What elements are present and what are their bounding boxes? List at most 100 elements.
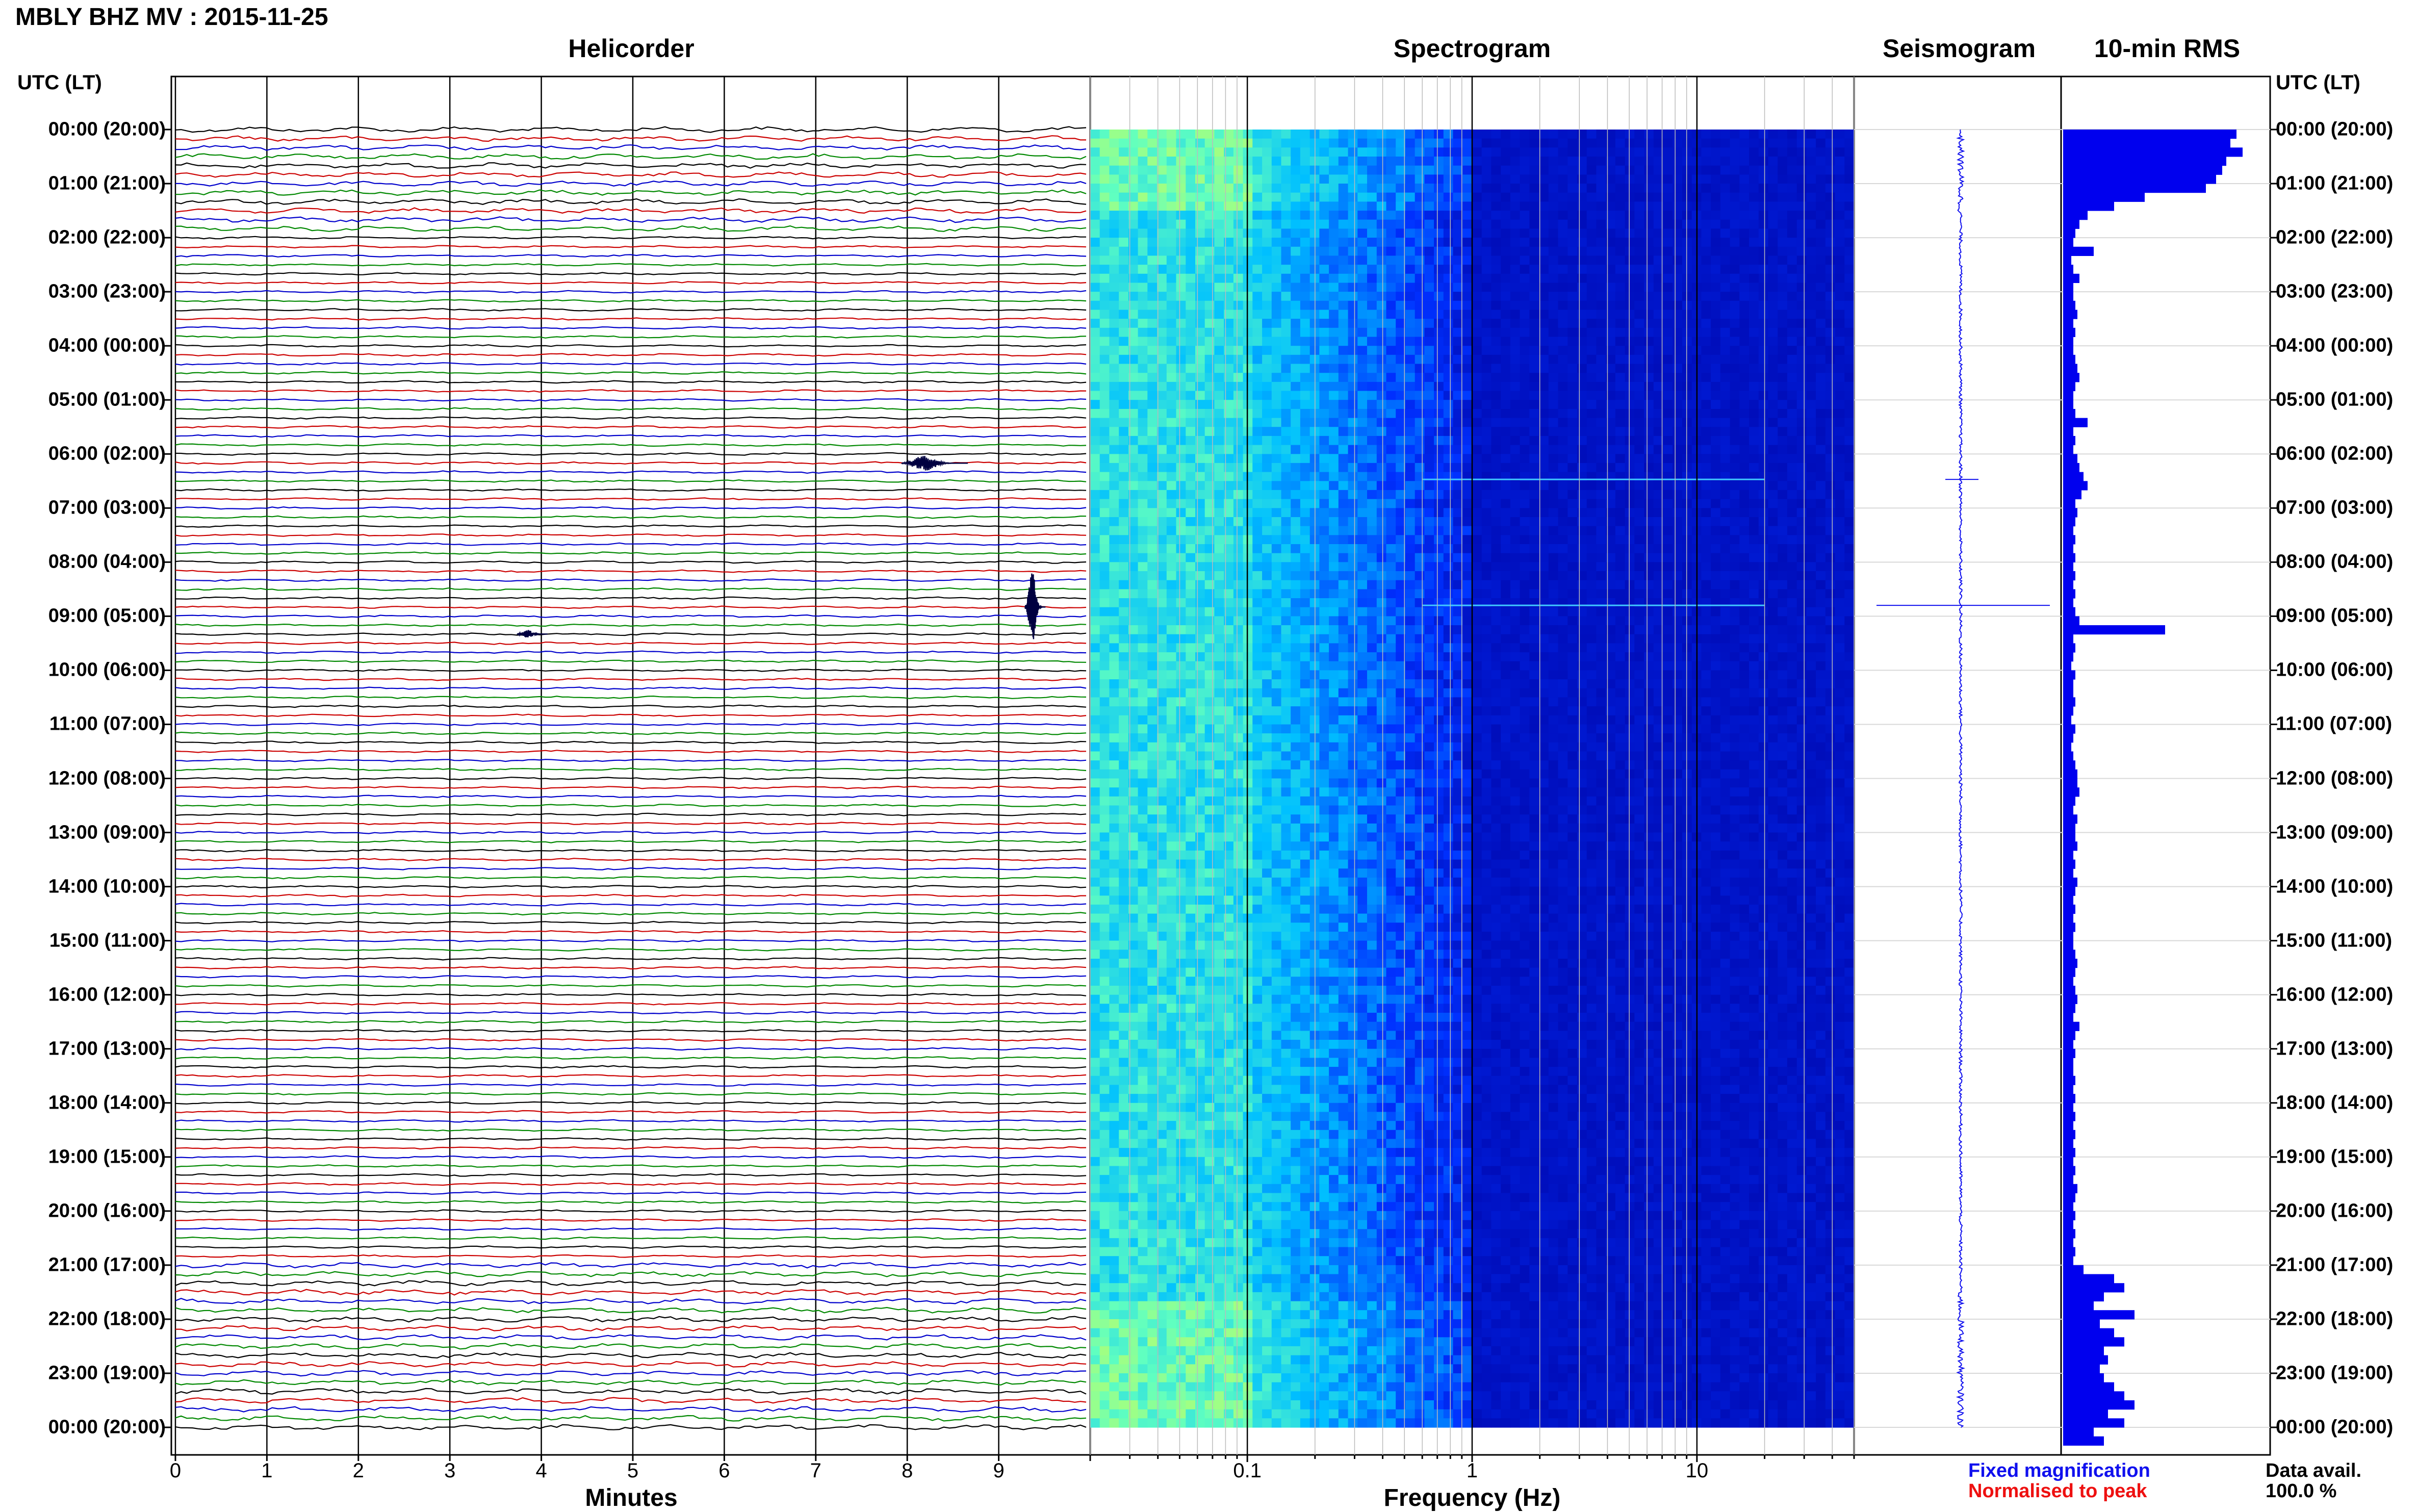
helicorder-trace — [175, 1102, 1086, 1104]
rms-bar — [2063, 634, 2073, 644]
helicorder-trace — [175, 1039, 1086, 1041]
helicorder-trace — [175, 1074, 1086, 1077]
helicorder-trace — [175, 291, 1086, 293]
helicorder-trace — [175, 1335, 1086, 1340]
rms-bar — [2063, 1283, 2124, 1292]
rms-bar — [2063, 355, 2075, 364]
helicorder-trace — [175, 309, 1086, 311]
helicorder-trace — [175, 136, 1086, 141]
helicorder-trace — [175, 254, 1086, 257]
helicorder-trace — [175, 732, 1086, 735]
rms-bar — [2063, 201, 2114, 211]
rms-bar — [2063, 517, 2075, 526]
helicorder-trace — [175, 507, 1086, 509]
spectrogram-xlabel: Frequency (Hz) — [1384, 1484, 1561, 1512]
rms-bar — [2063, 391, 2073, 400]
helicorder-trace — [175, 181, 1086, 186]
rms-bar — [2063, 1157, 2073, 1166]
rms-bar — [2063, 490, 2081, 499]
spectrogram-x-tick-label: 10 — [1686, 1459, 1709, 1482]
helicorder-trace — [175, 208, 1086, 213]
rms-bar — [2063, 922, 2075, 932]
helicorder-trace — [175, 381, 1086, 383]
rms-bar — [2063, 1022, 2079, 1031]
helicorder-trace — [175, 912, 1086, 915]
helicorder-trace — [175, 426, 1086, 428]
rms-bar — [2063, 427, 2073, 436]
rms-bar — [2063, 868, 2073, 878]
helicorder-trace — [175, 1398, 1086, 1403]
helicorder-trace — [175, 570, 1086, 573]
helicorder-x-tick-label: 8 — [902, 1459, 913, 1482]
rms-bar — [2063, 526, 2073, 535]
rms-bar — [2063, 1121, 2073, 1130]
rms-bar — [2063, 679, 2073, 688]
helicorder-trace — [175, 976, 1086, 978]
helicorder-event — [517, 630, 548, 637]
helicorder-trace — [175, 966, 1086, 969]
rms-bar — [2063, 643, 2075, 652]
rms-bar — [2063, 1337, 2124, 1346]
helicorder-trace — [175, 1271, 1086, 1276]
rms-bar — [2063, 580, 2073, 590]
rms-bar — [2063, 787, 2079, 797]
helicorder-trace — [175, 660, 1086, 662]
rms-bar — [2063, 1031, 2075, 1040]
rms-bar — [2063, 1400, 2135, 1410]
helicorder-trace — [175, 1201, 1086, 1203]
helicorder-trace — [175, 993, 1086, 996]
rms-bar — [2063, 1130, 2075, 1139]
helicorder-trace — [175, 1057, 1086, 1059]
helicorder-trace — [175, 345, 1086, 347]
rms-bar — [2063, 184, 2206, 193]
helicorder-trace — [175, 894, 1086, 897]
rms-bar — [2063, 914, 2073, 923]
rms-bar — [2063, 238, 2073, 247]
helicorder-trace — [175, 1246, 1086, 1248]
rms-bar — [2063, 157, 2226, 166]
helicorder-trace — [175, 624, 1086, 627]
helicorder-trace — [175, 786, 1086, 789]
rms-bar — [2063, 1004, 2075, 1013]
rms-bar — [2063, 706, 2073, 715]
rms-bar — [2063, 481, 2088, 490]
helicorder-trace — [175, 877, 1086, 879]
rms-bar — [2063, 337, 2073, 346]
rms-bar — [2063, 797, 2075, 806]
helicorder-trace — [175, 687, 1086, 689]
rms-bar — [2063, 661, 2071, 671]
rms-bar — [2063, 995, 2077, 1004]
rms-bar — [2063, 742, 2071, 752]
helicorder-trace — [175, 489, 1086, 491]
rms-bar — [2063, 932, 2073, 941]
helicorder-trace — [175, 1030, 1086, 1032]
rms-bar — [2063, 1193, 2075, 1202]
helicorder-trace — [175, 1156, 1086, 1159]
helicorder-trace — [175, 1129, 1086, 1131]
rms-bar — [2063, 1274, 2114, 1284]
helicorder-trace — [175, 1326, 1086, 1331]
rms-bar — [2063, 1148, 2075, 1157]
helicorder-trace — [175, 705, 1086, 708]
helicorder-trace — [175, 597, 1086, 600]
helicorder-trace — [175, 1263, 1086, 1268]
rms-bar — [2063, 1328, 2114, 1338]
helicorder-x-tick-label: 5 — [627, 1459, 638, 1482]
helicorder-trace — [175, 642, 1086, 645]
rms-bar — [2063, 977, 2073, 986]
helicorder-trace — [175, 958, 1086, 960]
rms-bar — [2063, 418, 2088, 427]
helicorder-trace — [175, 1120, 1086, 1122]
rms-bar — [2063, 346, 2073, 355]
helicorder-trace — [175, 480, 1086, 482]
helicorder-trace — [175, 471, 1086, 473]
rms-frame — [2061, 76, 2270, 1455]
helicorder-trace — [175, 840, 1086, 843]
rms-bar — [2063, 1238, 2073, 1247]
rms-bar — [2063, 1202, 2073, 1211]
rms-bar — [2063, 1256, 2073, 1265]
rms-bar — [2063, 670, 2075, 679]
helicorder-trace — [175, 750, 1086, 753]
rms-bar — [2063, 986, 2075, 995]
